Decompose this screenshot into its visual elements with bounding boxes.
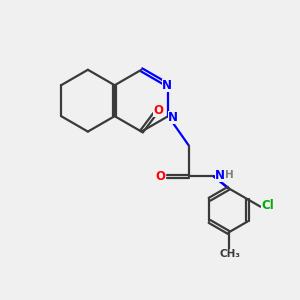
Text: N: N: [162, 79, 172, 92]
Text: N: N: [215, 169, 225, 182]
Text: CH₃: CH₃: [220, 249, 241, 259]
Text: O: O: [155, 170, 165, 183]
Text: N: N: [168, 111, 178, 124]
Text: H: H: [225, 170, 233, 180]
Text: Cl: Cl: [261, 199, 274, 212]
Text: O: O: [153, 104, 163, 118]
